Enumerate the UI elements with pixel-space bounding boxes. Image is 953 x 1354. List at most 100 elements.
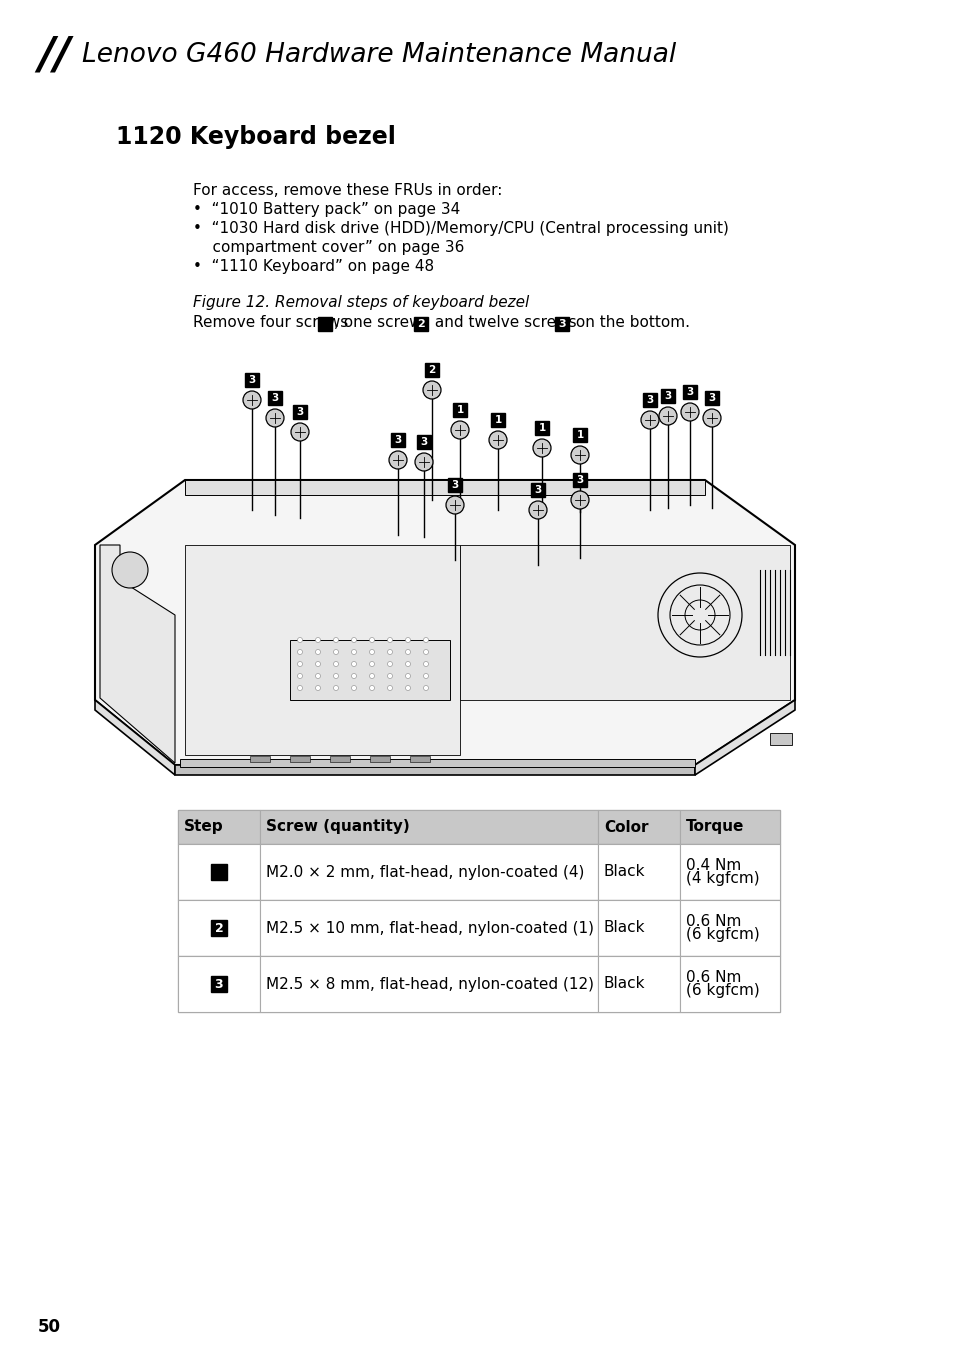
- Text: 3: 3: [271, 393, 278, 403]
- Circle shape: [351, 673, 356, 678]
- Circle shape: [423, 650, 428, 654]
- Text: (4 kgfcm): (4 kgfcm): [685, 872, 759, 887]
- Circle shape: [243, 391, 261, 409]
- Text: 3: 3: [576, 475, 583, 485]
- Text: 3: 3: [663, 391, 671, 401]
- Bar: [682, 385, 697, 399]
- Text: 0.6 Nm: 0.6 Nm: [685, 914, 740, 929]
- Text: 3: 3: [646, 395, 653, 405]
- Bar: [245, 372, 258, 387]
- Circle shape: [369, 638, 375, 643]
- Bar: [260, 810, 598, 844]
- Text: Lenovo G460 Hardware Maintenance Manual: Lenovo G460 Hardware Maintenance Manual: [82, 42, 676, 68]
- Text: 3: 3: [534, 485, 541, 496]
- Text: 3: 3: [248, 375, 255, 385]
- Bar: [424, 363, 438, 376]
- Text: Black: Black: [603, 976, 645, 991]
- Polygon shape: [185, 546, 459, 756]
- Text: 3: 3: [451, 481, 458, 490]
- Polygon shape: [185, 481, 704, 496]
- Bar: [178, 956, 260, 1011]
- Circle shape: [415, 454, 433, 471]
- Bar: [416, 435, 431, 450]
- Bar: [573, 428, 586, 441]
- Circle shape: [389, 451, 407, 468]
- Polygon shape: [174, 765, 695, 774]
- Text: (6 kgfcm): (6 kgfcm): [685, 927, 759, 942]
- Circle shape: [659, 408, 677, 425]
- Bar: [260, 844, 598, 900]
- Bar: [679, 844, 780, 900]
- Circle shape: [334, 673, 338, 678]
- Bar: [531, 483, 544, 497]
- Circle shape: [315, 662, 320, 666]
- Text: 1: 1: [576, 431, 583, 440]
- Text: 1120 Keyboard bezel: 1120 Keyboard bezel: [116, 125, 395, 149]
- Bar: [535, 421, 548, 435]
- Circle shape: [351, 638, 356, 643]
- Bar: [180, 760, 695, 766]
- Text: Remove four screws: Remove four screws: [193, 315, 353, 330]
- Text: 3: 3: [420, 437, 427, 447]
- Text: 3: 3: [296, 408, 303, 417]
- Circle shape: [387, 638, 392, 643]
- Bar: [290, 640, 450, 700]
- Text: Black: Black: [603, 864, 645, 880]
- Text: •  “1110 Keyboard” on page 48: • “1110 Keyboard” on page 48: [193, 259, 434, 274]
- Circle shape: [315, 650, 320, 654]
- Text: 1: 1: [456, 405, 463, 414]
- Circle shape: [334, 685, 338, 691]
- Text: 3: 3: [685, 387, 693, 397]
- Text: 1: 1: [537, 422, 545, 433]
- Bar: [453, 403, 467, 417]
- Circle shape: [533, 439, 551, 458]
- Bar: [642, 393, 657, 408]
- Bar: [260, 956, 598, 1011]
- Circle shape: [571, 445, 588, 464]
- Circle shape: [315, 638, 320, 643]
- Circle shape: [640, 412, 659, 429]
- Bar: [211, 864, 227, 880]
- Text: 0.6 Nm: 0.6 Nm: [685, 969, 740, 984]
- Circle shape: [702, 409, 720, 427]
- Text: (6 kgfcm): (6 kgfcm): [685, 983, 759, 998]
- Circle shape: [387, 650, 392, 654]
- Circle shape: [387, 673, 392, 678]
- Circle shape: [297, 685, 302, 691]
- Bar: [178, 844, 260, 900]
- Text: M2.5 × 10 mm, flat-head, nylon-coated (1): M2.5 × 10 mm, flat-head, nylon-coated (1…: [266, 921, 594, 936]
- Polygon shape: [695, 700, 794, 774]
- Circle shape: [112, 552, 148, 588]
- Circle shape: [315, 685, 320, 691]
- Text: 1: 1: [494, 414, 501, 425]
- Text: Screw (quantity): Screw (quantity): [266, 819, 410, 834]
- Bar: [391, 433, 405, 447]
- Bar: [448, 478, 461, 492]
- Text: •  “1030 Hard disk drive (HDD)/Memory/CPU (Central processing unit): • “1030 Hard disk drive (HDD)/Memory/CPU…: [193, 221, 728, 236]
- Bar: [414, 317, 427, 330]
- Circle shape: [297, 650, 302, 654]
- Circle shape: [369, 650, 375, 654]
- Bar: [679, 900, 780, 956]
- Circle shape: [387, 685, 392, 691]
- Text: compartment cover” on page 36: compartment cover” on page 36: [193, 240, 464, 255]
- Circle shape: [334, 650, 338, 654]
- Circle shape: [422, 380, 440, 399]
- Circle shape: [405, 685, 410, 691]
- Circle shape: [334, 662, 338, 666]
- Circle shape: [405, 673, 410, 678]
- Bar: [769, 733, 791, 745]
- Circle shape: [423, 685, 428, 691]
- Bar: [293, 405, 307, 418]
- Circle shape: [369, 662, 375, 666]
- Text: 3: 3: [214, 978, 223, 991]
- Bar: [178, 900, 780, 956]
- Bar: [290, 756, 310, 762]
- Circle shape: [680, 403, 699, 421]
- Circle shape: [405, 638, 410, 643]
- Circle shape: [266, 409, 284, 427]
- Bar: [598, 956, 679, 1011]
- Text: 3: 3: [394, 435, 401, 445]
- Bar: [598, 900, 679, 956]
- Bar: [679, 956, 780, 1011]
